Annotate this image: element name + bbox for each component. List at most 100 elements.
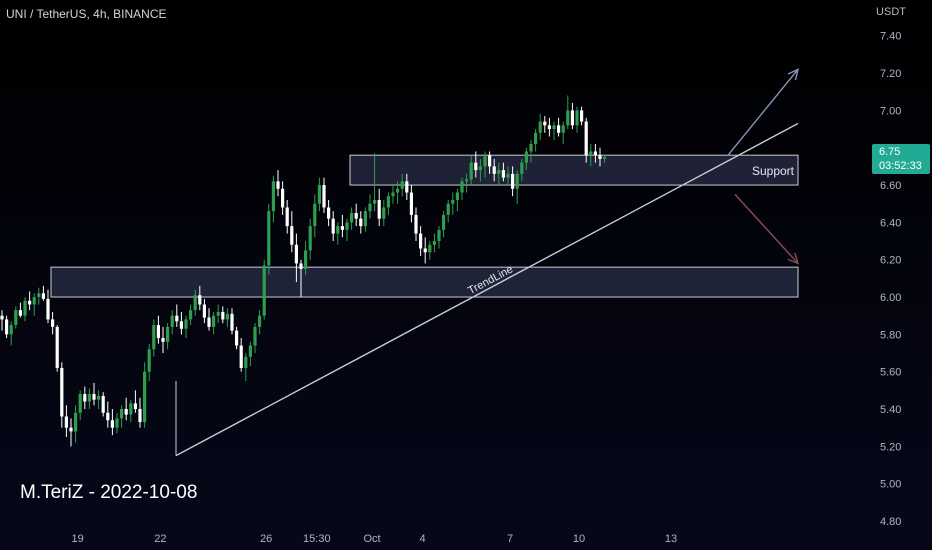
candle-body: [538, 121, 542, 133]
candle-body: [400, 181, 404, 189]
y-tick-label: 7.40: [880, 31, 901, 43]
candle-body: [359, 218, 363, 227]
candle-body: [396, 188, 400, 193]
x-tick-label: 15:30: [303, 533, 331, 545]
last-price-badge: 6.75 03:52:33: [872, 144, 930, 174]
candle-body: [152, 325, 156, 350]
candle-body: [87, 394, 91, 402]
candle-body: [83, 394, 87, 402]
candle-body: [423, 248, 427, 253]
candle-body: [566, 110, 570, 126]
candle-body: [0, 315, 4, 320]
currency-label: USDT: [876, 6, 906, 18]
x-axis[interactable]: 19 22 26 15:30 Oct 4 7 10 13: [71, 533, 677, 545]
candle-body: [547, 125, 551, 130]
candle-body: [74, 412, 78, 432]
candle-body: [248, 345, 252, 357]
candle-body: [281, 188, 285, 208]
candle-body: [469, 162, 473, 180]
y-tick-label: 5.40: [880, 404, 901, 416]
candle-body: [317, 185, 321, 204]
candle-body: [129, 403, 133, 415]
candle-body: [262, 265, 266, 316]
candle-body: [455, 192, 459, 200]
candle-body: [552, 125, 556, 130]
candle-body: [28, 300, 32, 305]
x-tick-label: 26: [260, 533, 272, 545]
candle-body: [557, 125, 561, 133]
candle-body: [175, 315, 179, 322]
candle-body: [451, 199, 455, 204]
x-tick-label: 22: [154, 533, 166, 545]
candle-body: [225, 313, 229, 320]
candle-body: [239, 345, 243, 368]
candle-body: [529, 143, 533, 152]
candle-body: [520, 162, 524, 174]
candle-body: [166, 326, 170, 342]
y-tick-label: 6.60: [880, 180, 901, 192]
candle-body: [561, 125, 565, 133]
candle-body: [193, 295, 197, 311]
candle-body: [589, 151, 593, 156]
candle-body: [524, 151, 528, 163]
candle-body: [124, 409, 128, 415]
candle-body: [598, 155, 602, 159]
zone-support: [349, 154, 799, 186]
candle-body: [41, 293, 45, 299]
candle-body: [419, 233, 423, 249]
candle-body: [336, 226, 340, 234]
candle-body: [9, 325, 13, 335]
candle-body: [276, 181, 280, 189]
candle-body: [446, 203, 450, 215]
candle-body: [212, 315, 216, 327]
candle-body: [179, 321, 183, 329]
y-tick-label: 4.80: [880, 516, 901, 528]
candle-body: [313, 203, 317, 227]
x-tick-label: Oct: [363, 533, 380, 545]
candle-body: [584, 121, 588, 156]
zone-lower: [50, 266, 799, 298]
candle-body: [492, 166, 496, 174]
candle-body: [432, 241, 436, 245]
zones-layer: Support: [50, 154, 799, 298]
candle-body: [488, 155, 492, 167]
candle-body: [23, 300, 27, 316]
candle-body: [363, 211, 367, 227]
candle-body: [294, 244, 298, 264]
candle-body: [46, 298, 50, 320]
candle-body: [189, 310, 193, 320]
candle-body: [156, 325, 160, 339]
candle-body: [603, 157, 607, 159]
y-tick-label: 7.20: [880, 68, 901, 80]
candle-body: [198, 295, 202, 305]
candle-body: [92, 394, 96, 400]
x-tick-label: 13: [665, 533, 677, 545]
candle-body: [501, 170, 505, 178]
candle-body: [350, 213, 354, 223]
y-tick-label: 5.00: [880, 479, 901, 491]
candle-body: [382, 207, 386, 219]
candle-body: [593, 151, 597, 156]
candle-body: [60, 367, 64, 417]
candle-body: [221, 311, 225, 320]
x-tick-label: 7: [507, 533, 513, 545]
candle-body: [331, 218, 335, 234]
candle-body: [290, 226, 294, 245]
x-tick-label: 10: [573, 533, 585, 545]
candle-body: [442, 214, 446, 230]
y-tick-label: 5.60: [880, 367, 901, 379]
zone-label-support: Support: [752, 164, 795, 178]
candle-body: [478, 166, 482, 171]
candle-body: [244, 356, 248, 368]
candle-body: [483, 155, 487, 167]
candle-body: [354, 213, 358, 219]
candle-body: [575, 110, 579, 126]
last-price-value: 6.75: [879, 146, 901, 158]
candle-body: [5, 319, 9, 335]
trendline: [175, 122, 799, 457]
candle-body: [133, 403, 137, 410]
candle-body: [253, 326, 257, 346]
candle-body: [570, 110, 574, 126]
arrow-down: [734, 193, 799, 264]
